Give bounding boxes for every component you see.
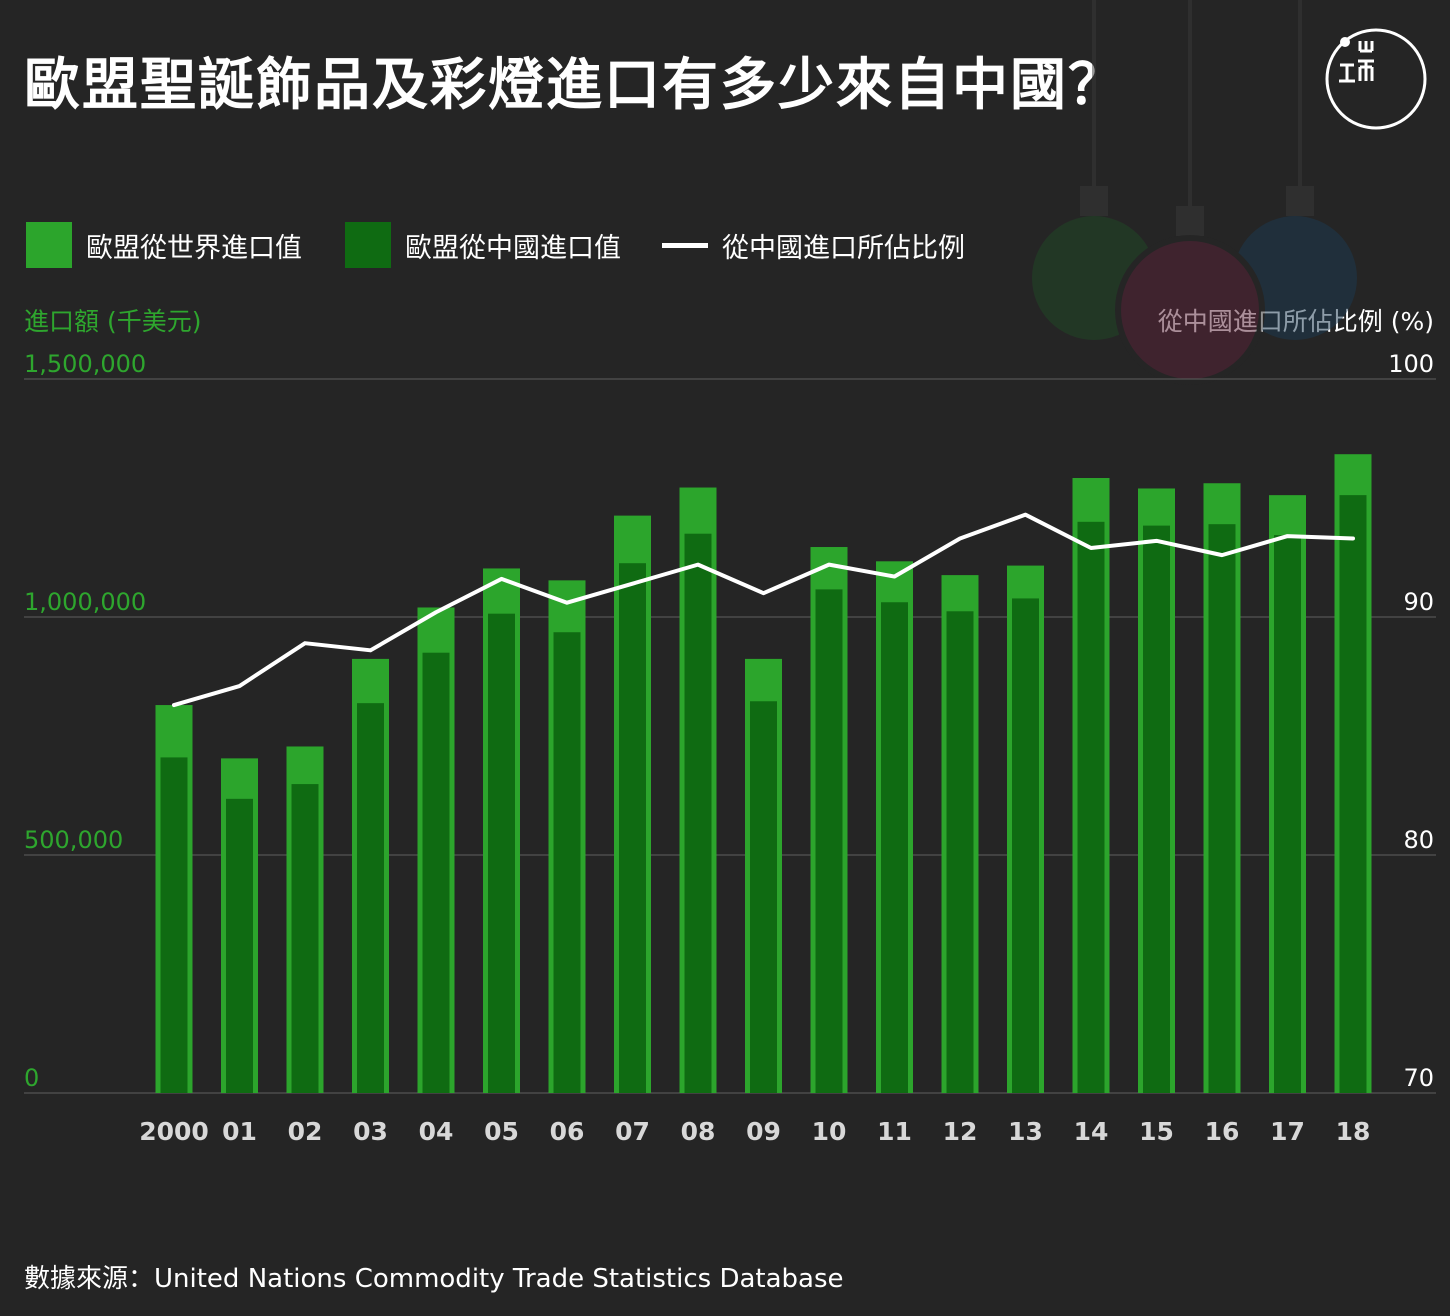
bar-china <box>815 589 843 1093</box>
series-china-bars <box>160 495 1367 1093</box>
bar-china <box>422 652 450 1093</box>
legend-swatch-china <box>345 222 391 268</box>
bar-china <box>946 611 974 1093</box>
legend-label-world: 歐盟從世界進口值 <box>86 232 302 264</box>
share-line <box>172 512 1355 708</box>
bar-china <box>1077 521 1105 1093</box>
y-axis-title: 進口額 (千美元) <box>24 307 202 336</box>
x-tick-label: 07 <box>615 1117 650 1146</box>
y2-tick-label: 80 <box>1403 826 1434 854</box>
bar-china <box>357 703 384 1093</box>
x-tick-label: 14 <box>1074 1117 1109 1146</box>
x-axis-labels: 2000 01 02 03 04 05 06 07 08 09 10 11 12 13 14 15 16 17 18 <box>139 1117 1370 1146</box>
x-tick-label: 15 <box>1139 1117 1174 1146</box>
bar-china <box>291 784 319 1093</box>
chart-title: 歐盟聖誕飾品及彩燈進口有多少來自中國？ <box>24 53 1126 118</box>
x-tick-label: 10 <box>812 1117 847 1146</box>
x-tick-label: 09 <box>746 1117 781 1146</box>
y-axis-ticks: 0 500,000 1,000,000 1,500,000 <box>24 350 146 1092</box>
y2-tick-label: 90 <box>1403 588 1434 616</box>
y-tick-label: 1,000,000 <box>24 588 146 616</box>
bar-china <box>488 613 515 1093</box>
x-tick-label: 03 <box>353 1117 388 1146</box>
bar-china <box>619 563 646 1093</box>
bar-china <box>1208 524 1236 1093</box>
x-tick-label: 08 <box>681 1117 716 1146</box>
x-tick-label: 18 <box>1336 1117 1371 1146</box>
y2-axis-ticks: 70 80 90 100 <box>1388 350 1434 1092</box>
y2-tick-label: 100 <box>1388 350 1434 378</box>
y2-tick-label: 70 <box>1403 1064 1434 1092</box>
x-tick-label: 06 <box>550 1117 585 1146</box>
legend-label-china: 歐盟從中國進口值 <box>405 232 621 264</box>
bar-china <box>750 701 777 1093</box>
bar-china <box>684 533 712 1093</box>
legend-label-share: 從中國進口所佔比例 <box>722 232 965 264</box>
x-tick-label: 01 <box>222 1117 257 1146</box>
ornament-decoration <box>1032 0 1357 385</box>
legend-line-share <box>662 242 708 248</box>
legend-item-world: 歐盟從世界進口值 <box>26 222 302 268</box>
x-tick-label: 13 <box>1008 1117 1043 1146</box>
legend-item-china: 歐盟從中國進口值 <box>345 222 621 268</box>
x-tick-label: 12 <box>943 1117 978 1146</box>
y-tick-label: 1,500,000 <box>24 350 146 378</box>
bar-china <box>1012 598 1039 1093</box>
bar-china <box>881 602 908 1093</box>
legend-item-share: 從中國進口所佔比例 <box>662 222 965 268</box>
grid-lines <box>24 378 1436 1094</box>
x-tick-label: 16 <box>1205 1117 1240 1146</box>
y-tick-label: 500,000 <box>24 826 123 854</box>
bar-china <box>553 632 581 1093</box>
legend-swatch-world <box>26 222 72 268</box>
y-tick-label: 0 <box>24 1064 39 1092</box>
bar-china <box>226 798 253 1093</box>
series-share-line <box>172 512 1355 708</box>
x-tick-label: 05 <box>484 1117 519 1146</box>
source-note: 數據來源：United Nations Commodity Trade Stat… <box>24 1264 844 1294</box>
initium-logo-icon <box>1325 28 1427 130</box>
bar-china <box>1339 495 1367 1093</box>
bar-china <box>1274 535 1301 1093</box>
x-tick-label: 11 <box>877 1117 912 1146</box>
x-tick-label: 2000 <box>139 1117 209 1146</box>
bar-china <box>160 757 188 1093</box>
x-tick-label: 17 <box>1270 1117 1305 1146</box>
x-tick-label: 02 <box>288 1117 323 1146</box>
bar-china <box>1143 525 1170 1093</box>
x-tick-label: 04 <box>419 1117 454 1146</box>
